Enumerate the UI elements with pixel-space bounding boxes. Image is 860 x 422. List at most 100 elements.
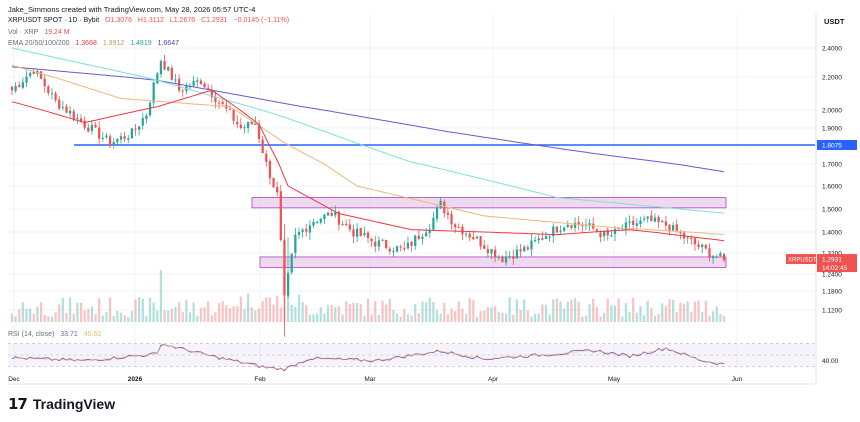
candle-body bbox=[352, 229, 355, 237]
volume-bar bbox=[639, 306, 642, 322]
volume-bar bbox=[337, 306, 341, 322]
volume-bar bbox=[21, 302, 25, 322]
candle-body bbox=[32, 72, 35, 74]
volume-bar bbox=[715, 306, 718, 322]
candle-body bbox=[410, 241, 413, 246]
candle-body bbox=[588, 223, 591, 226]
volume-bar bbox=[323, 313, 326, 322]
candle-body bbox=[337, 211, 341, 225]
candle-body bbox=[54, 93, 57, 101]
volume-bar bbox=[119, 312, 123, 322]
volume-bar bbox=[632, 297, 635, 322]
candle-body bbox=[366, 232, 370, 239]
volume-bar bbox=[268, 297, 272, 322]
candle-body bbox=[297, 232, 301, 235]
candle-body bbox=[417, 235, 420, 239]
volume-bar bbox=[570, 299, 573, 322]
candle-body bbox=[127, 138, 130, 140]
price-tick-label: 2.0000 bbox=[822, 108, 842, 115]
candle-body bbox=[486, 249, 490, 254]
candle-body bbox=[428, 229, 431, 234]
candle-body bbox=[708, 248, 711, 258]
symbol-line: XRPUSDT SPOT · 1D · Bybit bbox=[8, 17, 100, 24]
candle-body bbox=[359, 227, 362, 236]
volume-bar bbox=[690, 311, 693, 322]
volume-bar bbox=[159, 270, 163, 322]
volume-bar bbox=[515, 299, 519, 322]
rsi-value: 33.71 bbox=[60, 331, 78, 338]
volume-bar bbox=[76, 302, 79, 322]
price-tick-label: 1.1200 bbox=[822, 308, 842, 315]
volume-bar bbox=[461, 308, 464, 322]
candle-body bbox=[130, 128, 134, 139]
tradingview-logo[interactable]: 17 TradingView bbox=[8, 395, 115, 413]
candle-body bbox=[170, 67, 173, 80]
volume-bar bbox=[214, 312, 217, 322]
candle-body bbox=[523, 246, 526, 252]
candle-body bbox=[701, 244, 704, 248]
candle-body bbox=[664, 221, 668, 226]
volume-bar bbox=[661, 303, 664, 322]
consolidation-zone-1 bbox=[259, 256, 727, 268]
candle-body bbox=[490, 249, 493, 254]
candle-body bbox=[148, 102, 152, 116]
rsi-ma-line bbox=[11, 343, 725, 370]
volume-bar bbox=[595, 306, 598, 322]
volume-bar bbox=[312, 314, 315, 322]
candle-body bbox=[494, 249, 497, 258]
candle-body bbox=[203, 83, 206, 88]
symbol-tag bbox=[786, 254, 816, 265]
volume-bar bbox=[72, 313, 75, 322]
candle-body bbox=[563, 227, 566, 231]
volume-bar bbox=[653, 315, 657, 322]
candle-body bbox=[624, 222, 628, 230]
candle-body bbox=[508, 256, 511, 258]
candle-body bbox=[421, 236, 424, 239]
rsi-legend: RSI (14, close) 33.71 40.52 bbox=[8, 331, 105, 338]
candle-body bbox=[90, 125, 94, 132]
rsi-line bbox=[11, 344, 725, 372]
volume-bar bbox=[624, 303, 628, 322]
candle-body bbox=[454, 224, 457, 228]
candle-body bbox=[504, 256, 508, 263]
ema100-line bbox=[11, 47, 725, 214]
volume-bar bbox=[58, 304, 61, 322]
volume-bar bbox=[18, 309, 21, 322]
candle-body bbox=[319, 218, 322, 223]
volume-bar bbox=[617, 298, 620, 322]
rsi-extra-value: 40.52 bbox=[83, 331, 102, 338]
volume-bar bbox=[207, 301, 210, 322]
volume-bar bbox=[559, 301, 562, 322]
volume-bar bbox=[588, 304, 591, 322]
volume-bar bbox=[130, 310, 134, 322]
volume-bar bbox=[148, 298, 152, 322]
candle-body bbox=[283, 239, 286, 296]
volume-bar bbox=[294, 306, 297, 322]
candle-body bbox=[686, 237, 689, 239]
candle-body bbox=[105, 135, 108, 138]
volume-bar bbox=[708, 315, 711, 322]
candle-body bbox=[559, 230, 562, 232]
volume-bar bbox=[424, 302, 428, 322]
ema-label: EMA 20/50/100/200 bbox=[8, 40, 70, 47]
candle-body bbox=[515, 249, 519, 259]
tradingview-wordmark: TradingView bbox=[32, 396, 116, 412]
volume-bar bbox=[43, 314, 46, 322]
candle-body bbox=[29, 72, 32, 76]
volume-bar bbox=[83, 310, 86, 322]
time-tick-label: Jun bbox=[732, 376, 743, 383]
candle-body bbox=[381, 239, 384, 241]
volume-bar bbox=[711, 311, 715, 322]
symbol-header: XRPUSDT SPOT · 1D · Bybit O1.3076 H1.311… bbox=[8, 17, 293, 24]
candle-body bbox=[617, 228, 620, 230]
candle-body bbox=[330, 212, 333, 216]
candle-body bbox=[98, 127, 101, 139]
candle-body bbox=[232, 109, 235, 121]
candle-body bbox=[639, 220, 642, 224]
candle-body bbox=[577, 222, 580, 225]
candle-body bbox=[715, 256, 718, 258]
volume-bar bbox=[464, 313, 468, 322]
volume-bar bbox=[326, 305, 330, 322]
candle-body bbox=[355, 228, 359, 237]
